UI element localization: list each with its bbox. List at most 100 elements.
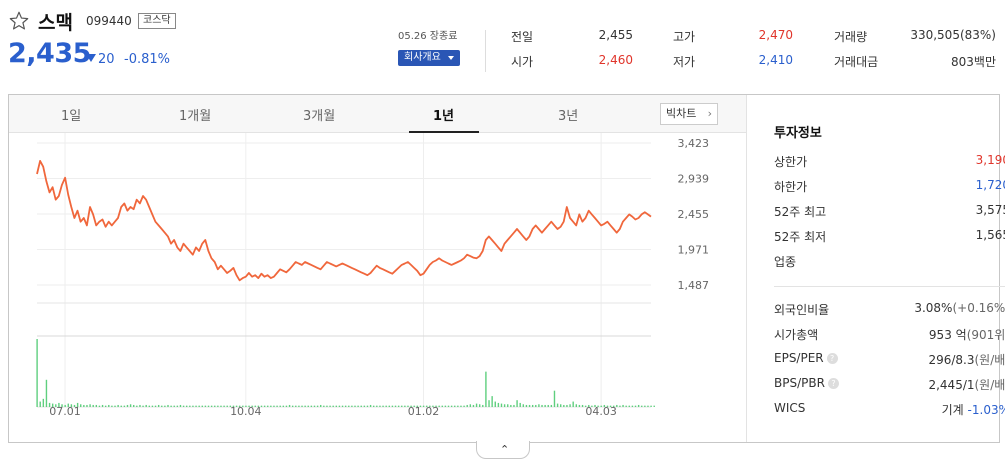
volume-bar xyxy=(229,405,232,407)
info-label: 업종 xyxy=(774,255,797,269)
info-row: 상한가 3,190 xyxy=(774,153,1005,169)
volume-bar xyxy=(108,404,110,407)
volume-bar xyxy=(285,405,288,407)
volume-bar xyxy=(341,405,344,407)
volume-bar xyxy=(164,405,166,407)
info-main-value[interactable]: 기계 xyxy=(941,403,964,417)
volume-bar xyxy=(584,405,587,407)
help-icon[interactable]: ? xyxy=(826,353,838,364)
info-label: 52주 최고 xyxy=(774,205,827,219)
volume-bar xyxy=(129,404,132,407)
volume-bar xyxy=(563,404,565,407)
volume-bar xyxy=(201,405,203,407)
volume-bar xyxy=(432,405,434,407)
company-overview-button[interactable]: 회사개요 xyxy=(398,50,460,66)
volume-bar xyxy=(556,403,559,407)
info-row: WICS 기계 -1.03% xyxy=(774,401,1005,417)
investment-info: 투자정보 상한가 3,190 하한가 1,720 52주 최고 3,575 52… xyxy=(747,95,1005,442)
volume-bar xyxy=(594,404,596,407)
info-label: EPS/PER? xyxy=(774,351,838,365)
info-label-text: BPS/PBR xyxy=(774,376,825,390)
volume-bar xyxy=(42,398,45,407)
volume-bar xyxy=(369,404,372,407)
volume-bar xyxy=(401,405,403,407)
volume-bar xyxy=(566,404,568,407)
volume-bar xyxy=(535,404,537,407)
volume-bar xyxy=(67,403,69,407)
info-main-value: 296/8.3 xyxy=(928,353,975,367)
volume-bar xyxy=(70,404,73,407)
down-triangle-icon xyxy=(86,54,96,62)
volume-bar xyxy=(151,405,154,407)
tab-1d[interactable]: 1일 xyxy=(61,109,82,124)
volume-bar xyxy=(575,404,577,407)
volume-bar xyxy=(382,405,384,407)
volume-bar xyxy=(267,405,269,407)
volume-bar xyxy=(500,403,503,407)
volume-bar xyxy=(245,405,247,407)
volume-bar xyxy=(320,404,322,407)
help-icon[interactable]: ? xyxy=(827,378,839,389)
volume-bar xyxy=(457,405,459,407)
info-sub-value: (+0.16%) xyxy=(952,301,1005,315)
volume-bar xyxy=(198,405,200,407)
info-value: 기계 -1.03% xyxy=(942,401,1005,418)
tab-1y[interactable]: 1년 xyxy=(433,109,455,124)
volume-bar xyxy=(391,405,394,407)
volume-bar xyxy=(111,405,113,407)
volume-bar xyxy=(616,404,618,407)
volume-bar xyxy=(295,405,297,407)
tab-1m[interactable]: 1개월 xyxy=(179,109,212,124)
x-tick-label: 01.02 xyxy=(408,405,440,418)
volume-bar xyxy=(519,402,521,407)
volume-bar xyxy=(64,404,66,407)
panel-divider xyxy=(746,95,747,442)
volume-bar xyxy=(98,405,101,407)
volume-bar xyxy=(503,404,506,407)
favorite-star-icon[interactable] xyxy=(8,10,30,32)
volume-bar xyxy=(51,403,54,407)
volume-bar xyxy=(195,405,197,407)
collapse-toggle-button[interactable]: ⌃ xyxy=(476,441,530,459)
volume-bar xyxy=(410,405,412,407)
volume-bar xyxy=(463,405,465,407)
volume-bar xyxy=(425,405,428,407)
volume-bar xyxy=(360,405,362,407)
info-label-text: EPS/PER xyxy=(774,351,824,365)
tab-3y[interactable]: 3년 xyxy=(558,109,579,124)
price-change-percent: -0.81% xyxy=(124,52,170,67)
current-price: 2,435 xyxy=(8,38,91,69)
volume-bar xyxy=(189,405,191,407)
volume-bar xyxy=(422,405,425,407)
volume-bar xyxy=(214,405,216,407)
stock-name[interactable]: 스맥 xyxy=(38,12,73,34)
period-tabs: 1일 1개월 3개월 1년 3년 빅차트 › xyxy=(9,95,746,133)
volume-bar xyxy=(80,404,82,407)
volume-bar xyxy=(578,404,581,407)
big-chart-button[interactable]: 빅차트 › xyxy=(660,103,718,125)
info-sub-value: (901위) xyxy=(966,328,1005,342)
info-row: EPS/PER? 296/8.3(원/배) xyxy=(774,351,1005,367)
volume-bar xyxy=(416,405,419,407)
tab-3m[interactable]: 3개월 xyxy=(303,109,336,124)
stat-label-high: 고가 xyxy=(673,30,696,44)
volume-bar xyxy=(450,405,453,407)
volume-bar xyxy=(86,404,88,407)
volume-bar xyxy=(316,405,319,407)
volume-bar xyxy=(588,404,590,407)
stat-value-open: 2,460 xyxy=(598,53,633,67)
stat-value-volume: 330,505(83%) xyxy=(910,28,996,42)
volume-bar xyxy=(637,404,640,407)
volume-bar xyxy=(447,405,450,407)
volume-bar xyxy=(176,405,179,407)
volume-bar xyxy=(344,405,347,407)
volume-bar xyxy=(210,405,213,407)
volume-bar xyxy=(413,405,415,407)
volume-bar xyxy=(145,404,147,407)
stat-label-volume: 거래량 xyxy=(834,30,868,44)
y-tick-label: 1,487 xyxy=(678,279,710,292)
volume-bar xyxy=(385,405,387,407)
volume-bar xyxy=(39,401,41,407)
volume-bar xyxy=(304,405,306,407)
info-row: 외국인비율 3.08%(+0.16%) xyxy=(774,301,1005,317)
